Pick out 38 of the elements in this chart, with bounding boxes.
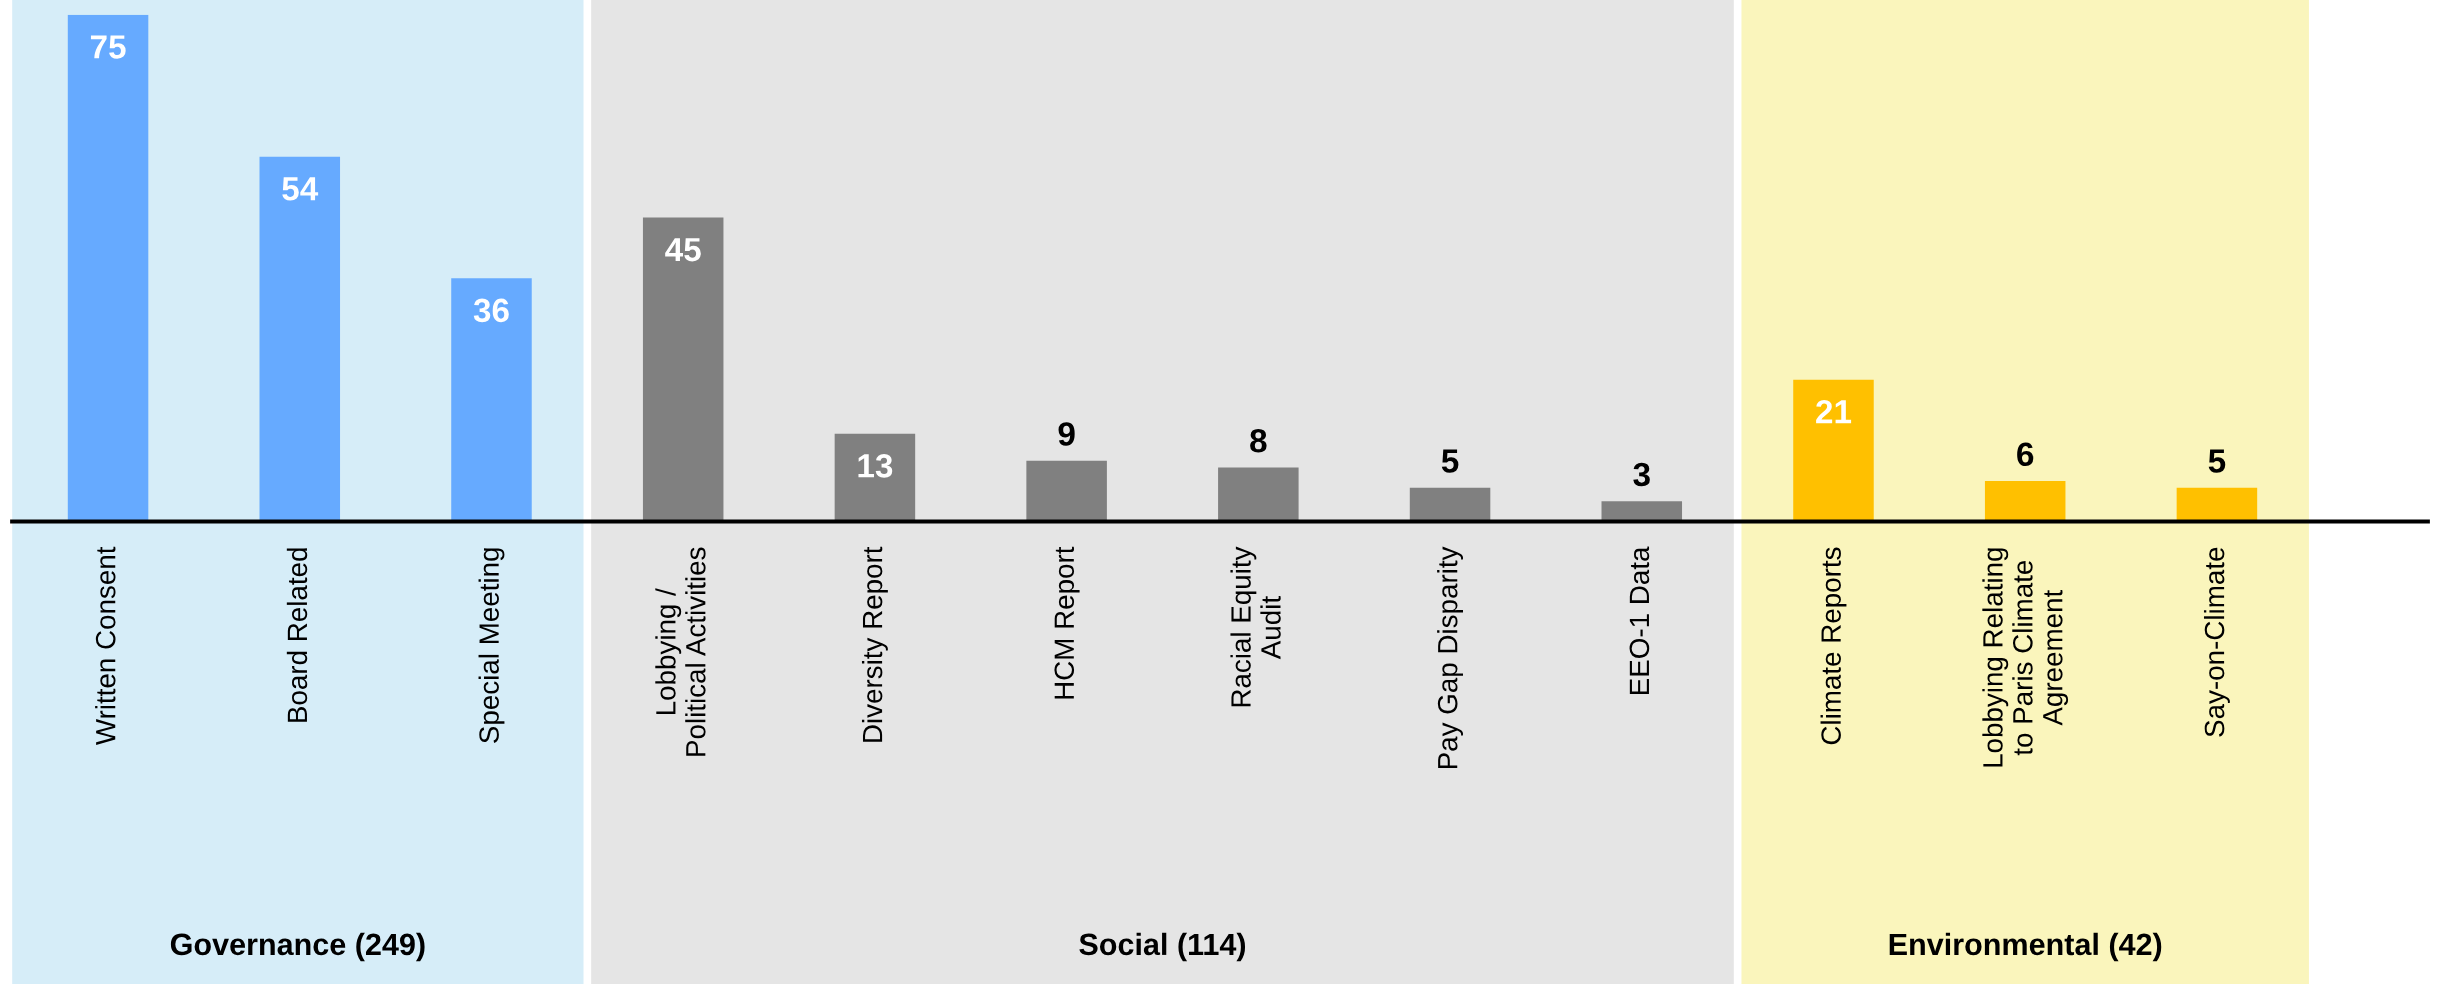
bar: [451, 278, 532, 522]
x-tick-label: Board Related: [286, 548, 308, 722]
band-label: Governance (249): [170, 932, 425, 962]
data-label: 5: [2208, 449, 2226, 473]
data-label: 54: [282, 177, 319, 201]
bar: [1409, 487, 1491, 522]
bar: [2176, 487, 2258, 522]
data-label: 21: [1816, 399, 1852, 424]
x-tick-label: Lobbying Relating to Paris Climate Agreement: [1982, 548, 2069, 767]
band-label: Social (114): [1079, 932, 1246, 962]
data-label: 3: [1633, 462, 1650, 487]
data-label: 5: [1441, 449, 1459, 473]
bar: [834, 433, 916, 522]
x-tick-label: Written Consent: [95, 546, 116, 746]
bar: [1984, 480, 2066, 522]
x-tick-label: Pay Gap Disparity: [1437, 546, 1463, 769]
x-tick-label: Diversity Report: [861, 546, 888, 742]
x-tick-label: Lobbying / Political Activities: [655, 547, 706, 756]
bar: [1026, 460, 1107, 522]
bar: [259, 156, 341, 522]
data-label: 75: [90, 35, 126, 59]
x-tick-label: Special Meeting: [478, 548, 505, 743]
data-label: 36: [473, 298, 509, 323]
data-label: 9: [1058, 422, 1075, 446]
x-tick-label: EEO-1 Data: [1629, 546, 1650, 694]
bar: [1793, 379, 1874, 522]
data-label: 8: [1250, 428, 1267, 453]
x-tick-label: Racial Equity Audit: [1230, 546, 1281, 707]
data-label: 6: [2017, 442, 2034, 467]
x-tick-label: Climate Reports: [1820, 547, 1847, 745]
data-label: 45: [665, 238, 701, 262]
x-tick-label: HCM Report: [1054, 546, 1080, 699]
x-tick-label: Say-on-Climate: [2203, 547, 2230, 737]
bar: [1218, 467, 1299, 522]
bar: [67, 14, 149, 522]
data-label: 13: [858, 454, 893, 478]
bar: [642, 217, 724, 522]
band-label: Environmental (42): [1889, 932, 2162, 962]
